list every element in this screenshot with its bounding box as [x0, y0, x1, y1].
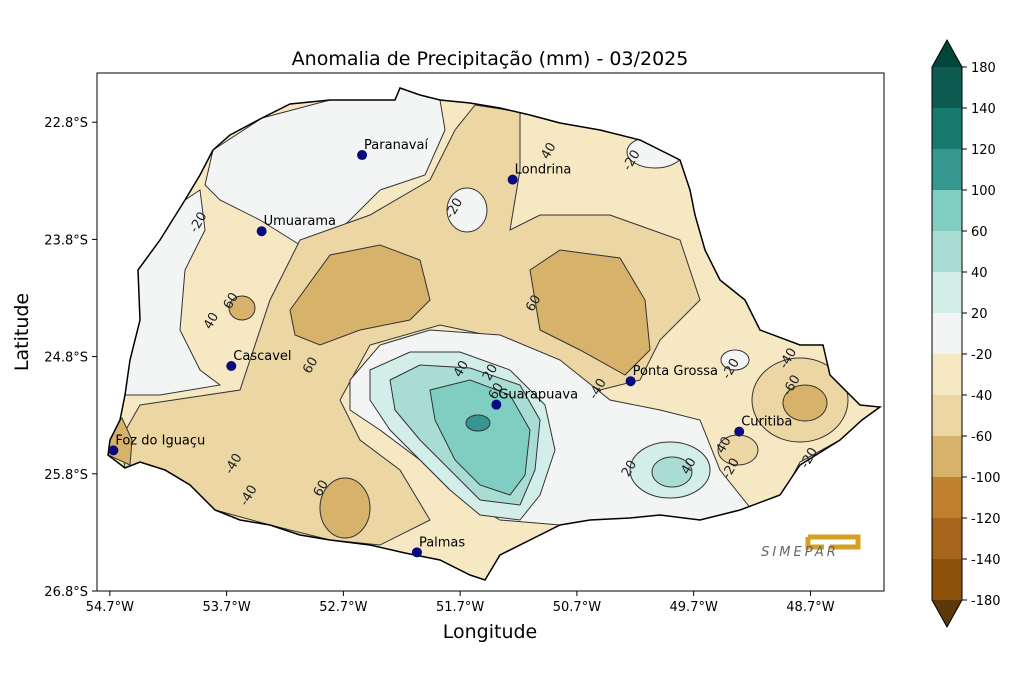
- y-tick-label: 23.8°S: [44, 233, 88, 248]
- region-fill: [446, 187, 488, 233]
- colorbar-band: [932, 559, 962, 601]
- city-label: Foz do Iguaçu: [115, 433, 205, 448]
- city-marker: [507, 174, 518, 185]
- city-marker: [357, 150, 368, 161]
- colorbar-band: [932, 313, 962, 355]
- contour-label: 20: [480, 362, 501, 384]
- x-tick-label: 54.7°W: [86, 600, 134, 615]
- contour-label: 40: [201, 310, 222, 332]
- colorbar-band: [932, 272, 962, 314]
- contour-label: 60: [221, 290, 242, 312]
- colorbar-band: [932, 231, 962, 273]
- city-marker: [256, 226, 267, 237]
- city-label: Londrina: [515, 163, 572, 178]
- contour-label: 60: [300, 355, 321, 377]
- y-tick-label: 25.8°S: [44, 468, 88, 483]
- contour-label: 40: [451, 358, 472, 380]
- contour-label: 40: [714, 434, 735, 456]
- region-fill: [529, 249, 651, 376]
- colorbar-tick-label: 180: [971, 61, 996, 76]
- colorbar-tick-label: -40: [971, 389, 992, 404]
- colorbar-tick-label: 20: [971, 307, 988, 322]
- region-fill: [429, 379, 531, 496]
- contour-fill: [108, 88, 880, 580]
- city-label: Palmas: [419, 535, 465, 550]
- colorbar-tick-label: -140: [971, 553, 1001, 568]
- colorbar-tick-label: 40: [971, 266, 988, 281]
- region-fill: [289, 244, 431, 346]
- city-marker: [625, 376, 636, 387]
- colorbar-band: [932, 354, 962, 396]
- colorbar-band: [932, 190, 962, 232]
- colorbar-band: [932, 436, 962, 478]
- city-label: Ponta Grossa: [633, 364, 718, 379]
- city-label: Curitiba: [741, 415, 792, 430]
- colorbar-tick-label: 100: [971, 184, 996, 199]
- y-tick-label: 24.8°S: [44, 351, 88, 366]
- region-fill: [319, 477, 371, 539]
- city-label: Guarapuava: [498, 388, 578, 403]
- region-fill: [651, 456, 693, 488]
- contour-label: 60: [311, 478, 332, 500]
- colorbar-tick-label: -120: [971, 512, 1001, 527]
- colorbar-band: [932, 518, 962, 560]
- x-tick-label: 51.7°W: [436, 600, 484, 615]
- x-tick-label: 50.7°W: [553, 600, 601, 615]
- x-tick-label: 48.7°W: [786, 600, 834, 615]
- y-axis-label: Latitude: [11, 293, 33, 371]
- x-tick-label: 52.7°W: [319, 600, 367, 615]
- contour-label: 60: [523, 293, 544, 315]
- y-tick-label: 26.8°S: [44, 585, 88, 600]
- colorbar-tick-label: -180: [971, 594, 1001, 609]
- city-label: Paranavaí: [364, 138, 428, 153]
- colorbar-band: [932, 477, 962, 519]
- city-marker: [226, 360, 237, 371]
- colorbar-band: [932, 67, 962, 109]
- logo: SIMEPAR: [761, 534, 861, 560]
- contour-label: 60: [486, 380, 507, 402]
- x-tick-label: 53.7°W: [202, 600, 250, 615]
- x-tick-label: 49.7°W: [670, 600, 718, 615]
- city-marker: [108, 445, 119, 456]
- map-title: Anomalia de Precipitação (mm) - 03/2025: [292, 48, 689, 70]
- colorbar-band: [932, 149, 962, 191]
- region-fill: [228, 295, 256, 321]
- colorbar-under: [932, 600, 962, 627]
- x-axis-label: Longitude: [443, 621, 538, 643]
- colorbar-tick-label: -20: [971, 348, 992, 363]
- colorbar-tick-label: -100: [971, 471, 1001, 486]
- region-fill: [782, 384, 828, 422]
- city-marker: [734, 426, 745, 437]
- region-fill: [465, 414, 491, 432]
- region-fill: [720, 349, 750, 371]
- colorbar-over: [932, 40, 962, 67]
- logo-text: SIMEPAR: [761, 545, 839, 560]
- city-marker: [411, 547, 422, 558]
- y-tick-label: 22.8°S: [44, 116, 88, 131]
- colorbar-tick-label: 140: [971, 102, 996, 117]
- colorbar-tick-label: -60: [971, 430, 992, 445]
- city-label: Umuarama: [264, 214, 336, 229]
- colorbar-band: [932, 108, 962, 150]
- contour-label: 40: [538, 140, 559, 162]
- colorbar-band: [932, 395, 962, 437]
- colorbar-tick-label: 60: [971, 225, 988, 240]
- contour-label: 20: [619, 458, 640, 480]
- city-label: Cascavel: [233, 349, 291, 364]
- contour-label: 40: [679, 455, 700, 477]
- colorbar-tick-label: 120: [971, 143, 996, 158]
- city-marker: [491, 399, 502, 410]
